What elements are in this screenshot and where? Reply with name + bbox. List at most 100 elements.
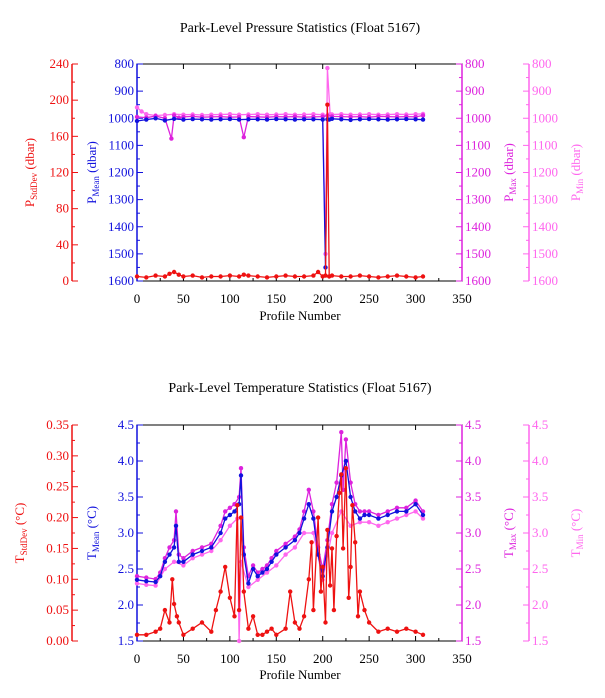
data-point bbox=[209, 548, 214, 554]
x-tick-label: 200 bbox=[313, 291, 333, 306]
y-tick-label: 1300 bbox=[465, 192, 491, 207]
data-point bbox=[209, 629, 214, 634]
data-point bbox=[320, 564, 325, 570]
y-tick-label: 800 bbox=[532, 56, 552, 71]
data-point bbox=[413, 498, 418, 503]
data-point bbox=[366, 116, 372, 122]
data-point bbox=[162, 607, 168, 613]
data-point bbox=[144, 579, 149, 584]
y-tick-label: 1300 bbox=[108, 192, 134, 207]
data-point bbox=[246, 273, 251, 278]
y-axis-label: PMax (dbar) bbox=[501, 143, 518, 202]
data-point bbox=[357, 117, 363, 122]
y-tick-label: 1200 bbox=[465, 165, 491, 180]
x-tick-label: 350 bbox=[452, 291, 472, 306]
data-point bbox=[340, 546, 346, 551]
data-point bbox=[241, 589, 246, 594]
data-point bbox=[301, 274, 307, 279]
data-point bbox=[366, 274, 372, 279]
data-point bbox=[385, 512, 390, 518]
data-point bbox=[144, 112, 149, 117]
data-point bbox=[209, 274, 214, 279]
data-point bbox=[329, 530, 335, 536]
data-point bbox=[162, 118, 168, 123]
data-point bbox=[134, 632, 140, 637]
data-point bbox=[331, 607, 337, 613]
y-tick-label: 0.00 bbox=[46, 633, 69, 648]
data-point bbox=[283, 273, 288, 278]
y-axis-label-symbol: P bbox=[84, 197, 99, 204]
data-point bbox=[173, 509, 179, 514]
y-tick-label: 4.0 bbox=[532, 453, 548, 468]
y-axis-label-symbol: T bbox=[501, 550, 516, 558]
data-point bbox=[348, 494, 353, 500]
data-point bbox=[301, 614, 307, 619]
y-axis-label-subscript: Min bbox=[575, 178, 585, 194]
y-axis-label-unit: (dbar) bbox=[568, 144, 583, 179]
series-line-right-inner bbox=[136, 432, 424, 580]
y-tick-label: 2.0 bbox=[118, 597, 134, 612]
data-point bbox=[311, 516, 316, 521]
data-point bbox=[209, 117, 214, 122]
x-tick-label: 300 bbox=[406, 291, 426, 306]
data-point bbox=[274, 563, 279, 568]
data-point bbox=[223, 516, 228, 521]
data-point bbox=[362, 607, 367, 613]
data-point bbox=[162, 566, 168, 572]
y-tick-label: 1400 bbox=[532, 219, 558, 234]
y-tick-label: 1200 bbox=[108, 165, 134, 180]
data-point bbox=[181, 556, 186, 561]
data-point bbox=[167, 552, 172, 557]
data-point bbox=[327, 583, 333, 588]
data-point bbox=[153, 116, 158, 121]
data-point bbox=[404, 509, 409, 514]
data-point bbox=[218, 530, 223, 536]
data-point bbox=[329, 502, 335, 507]
data-point bbox=[264, 275, 270, 280]
data-point bbox=[134, 105, 140, 110]
y-tick-label: 1500 bbox=[465, 246, 491, 261]
data-point bbox=[169, 136, 174, 141]
data-point bbox=[420, 113, 426, 118]
data-point bbox=[311, 273, 316, 278]
y-tick-label: 80 bbox=[56, 201, 69, 216]
data-point bbox=[134, 274, 140, 279]
x-tick-label: 150 bbox=[267, 651, 287, 666]
data-point bbox=[153, 629, 158, 634]
y-tick-label: 0.20 bbox=[46, 510, 69, 525]
data-point bbox=[325, 102, 330, 107]
series-line-left-inner bbox=[136, 117, 424, 268]
data-point bbox=[274, 116, 279, 122]
chart-title: Park-Level Temperature Statistics (Float… bbox=[168, 381, 431, 396]
y-axis-label-symbol: P bbox=[22, 200, 37, 207]
data-point bbox=[264, 570, 270, 575]
data-point bbox=[190, 273, 195, 278]
data-point bbox=[199, 620, 205, 625]
y-tick-label: 1000 bbox=[532, 110, 558, 125]
y-tick-label: 1600 bbox=[532, 273, 558, 288]
data-point bbox=[190, 552, 195, 557]
data-point bbox=[325, 65, 330, 71]
data-point bbox=[376, 516, 381, 521]
data-point bbox=[246, 581, 251, 586]
y-tick-label: 1500 bbox=[532, 246, 558, 261]
y-axis-label-symbol: T bbox=[568, 549, 583, 557]
data-point bbox=[269, 626, 274, 631]
data-point bbox=[153, 579, 158, 585]
data-point bbox=[320, 117, 325, 122]
x-tick-label: 0 bbox=[134, 651, 141, 666]
data-point bbox=[158, 626, 163, 631]
data-point bbox=[153, 273, 158, 278]
chart-title: Park-Level Pressure Statistics (Float 51… bbox=[180, 21, 421, 36]
y-tick-label: 1.5 bbox=[532, 633, 548, 648]
data-point bbox=[181, 563, 186, 568]
data-point bbox=[174, 614, 180, 619]
y-tick-label: 1100 bbox=[532, 137, 558, 152]
y-axis-label-unit: (°C) bbox=[12, 503, 27, 529]
y-tick-label: 4.0 bbox=[118, 453, 134, 468]
x-tick-label: 350 bbox=[452, 651, 472, 666]
data-point bbox=[236, 274, 242, 279]
data-point bbox=[362, 512, 367, 518]
data-point bbox=[199, 275, 205, 280]
y-tick-label: 0 bbox=[63, 273, 70, 288]
